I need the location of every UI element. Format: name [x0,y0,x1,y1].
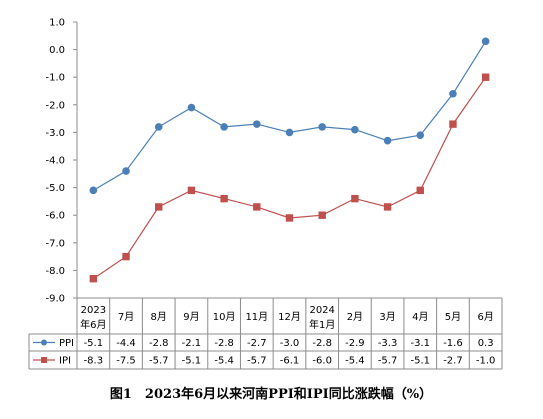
data-point-ipi [155,203,163,211]
legend-label-ipi: IPI [59,356,71,367]
data-table: 2023 年6月 7月 8月 9月 10月 11月 12月 2024 年1月 2月 3月 4月 5月 6月 P… [28,297,503,370]
x-tick-label: 3月 [379,311,395,323]
data-point-ppi [318,123,326,131]
table-value-ipi: -5.1 [182,356,202,367]
y-tick-label: -1.0 [45,73,65,84]
y-tick-label: -7.0 [45,238,65,249]
x-tick-label: 2023 [81,305,106,316]
data-point-ipi [187,186,196,195]
data-point-ppi [187,103,196,112]
data-point-ipi [416,186,424,195]
data-point-ipi [285,214,294,222]
y-tick-label: 1.0 [49,18,65,29]
y-tick-label: 0.0 [49,45,65,56]
table-value-ppi: -3.1 [411,338,431,349]
data-point-ipi [122,252,130,261]
table-value-ipi: -5.7 [247,356,267,367]
x-tick-label: 9月 [183,311,199,323]
data-point-ipi [351,194,359,203]
table-value-ipi: -8.3 [84,356,104,367]
data-point-ppi [285,128,294,137]
table-value-ppi: 0.3 [478,338,494,349]
data-point-ppi [220,123,228,131]
table-value-ipi: -1.0 [476,356,496,367]
y-tick-label: -2.0 [45,100,65,111]
table-value-ppi: -3.0 [280,338,300,349]
data-point-ipi [89,274,98,283]
data-point-ipi [383,203,392,211]
table-value-ipi: -5.4 [214,356,234,367]
y-tick-label: -8.0 [45,266,65,277]
table-value-ppi: -5.1 [84,338,104,349]
x-tick-label: 7月 [118,311,134,323]
table-value-ppi: -2.8 [214,338,234,349]
table-value-ppi: -2.8 [312,338,332,349]
y-tick-label: -9.0 [45,294,65,305]
data-point-ipi [220,194,228,203]
figure-caption: 图1 2023年6月以来河南PPI和IPI同比涨跌幅（%） [110,386,432,402]
table-value-ppi: -2.1 [182,338,202,349]
y-tick-label: -3.0 [45,128,65,139]
x-tick-label: 8月 [151,311,167,323]
table-value-ipi: -6.0 [312,356,332,367]
y-tick-label: -4.0 [45,156,65,167]
x-tick-label: 年6月 [80,318,106,331]
table-value-ppi: -2.8 [149,338,169,349]
y-tick-label: -5.0 [45,183,65,194]
x-tick-label: 6月 [477,311,493,323]
data-point-ppi [449,89,457,98]
axes: 1.0 0.0 -1.0 -2.0 -3.0 -4.0 -5.0 -6.0 -7.0 -8.0 -9… [45,18,78,305]
table-value-ipi: -7.5 [116,356,136,367]
series-group [89,37,490,283]
table-value-ppi: -2.9 [345,338,365,349]
data-point-ppi [416,131,425,139]
x-tick-label: 4月 [412,311,428,323]
table-value-ipi: -5.4 [345,356,365,367]
table-value-ipi: -5.7 [149,356,169,367]
table-value-ppi: -4.4 [116,338,136,349]
data-point-ppi [383,136,392,145]
x-tick-label: 10月 [213,311,236,323]
table-value-ipi: -6.1 [280,356,300,367]
data-point-ipi [318,211,326,219]
table-value-ppi: -3.3 [378,338,398,349]
data-point-ipi [449,120,457,128]
data-point-ppi [351,125,359,134]
data-point-ipi [253,203,261,211]
x-tick-label: 11月 [245,311,268,323]
x-tick-label: 年1月 [309,318,335,331]
table-value-ppi: -2.7 [247,338,267,349]
y-tick-label: -6.0 [45,211,65,222]
data-point-ppi [122,167,130,175]
x-tick-label: 2024 [309,305,334,316]
table-value-ppi: -1.6 [443,338,463,349]
legend-label-ppi: PPI [59,338,74,349]
data-point-ipi [481,73,490,81]
table-value-ipi: -5.1 [411,356,431,367]
table-value-ipi: -5.7 [378,356,398,367]
x-tick-label: 12月 [278,311,301,323]
data-point-ppi [89,186,98,195]
data-point-ppi [253,120,261,128]
data-point-ppi [481,37,490,46]
legend-key-marker-ppi [41,339,47,346]
x-tick-label: 2月 [347,311,363,323]
data-point-ppi [154,123,163,131]
legend-key-marker-ipi [41,357,47,363]
table-value-ipi: -2.7 [443,356,463,367]
x-tick-label: 5月 [445,311,461,323]
